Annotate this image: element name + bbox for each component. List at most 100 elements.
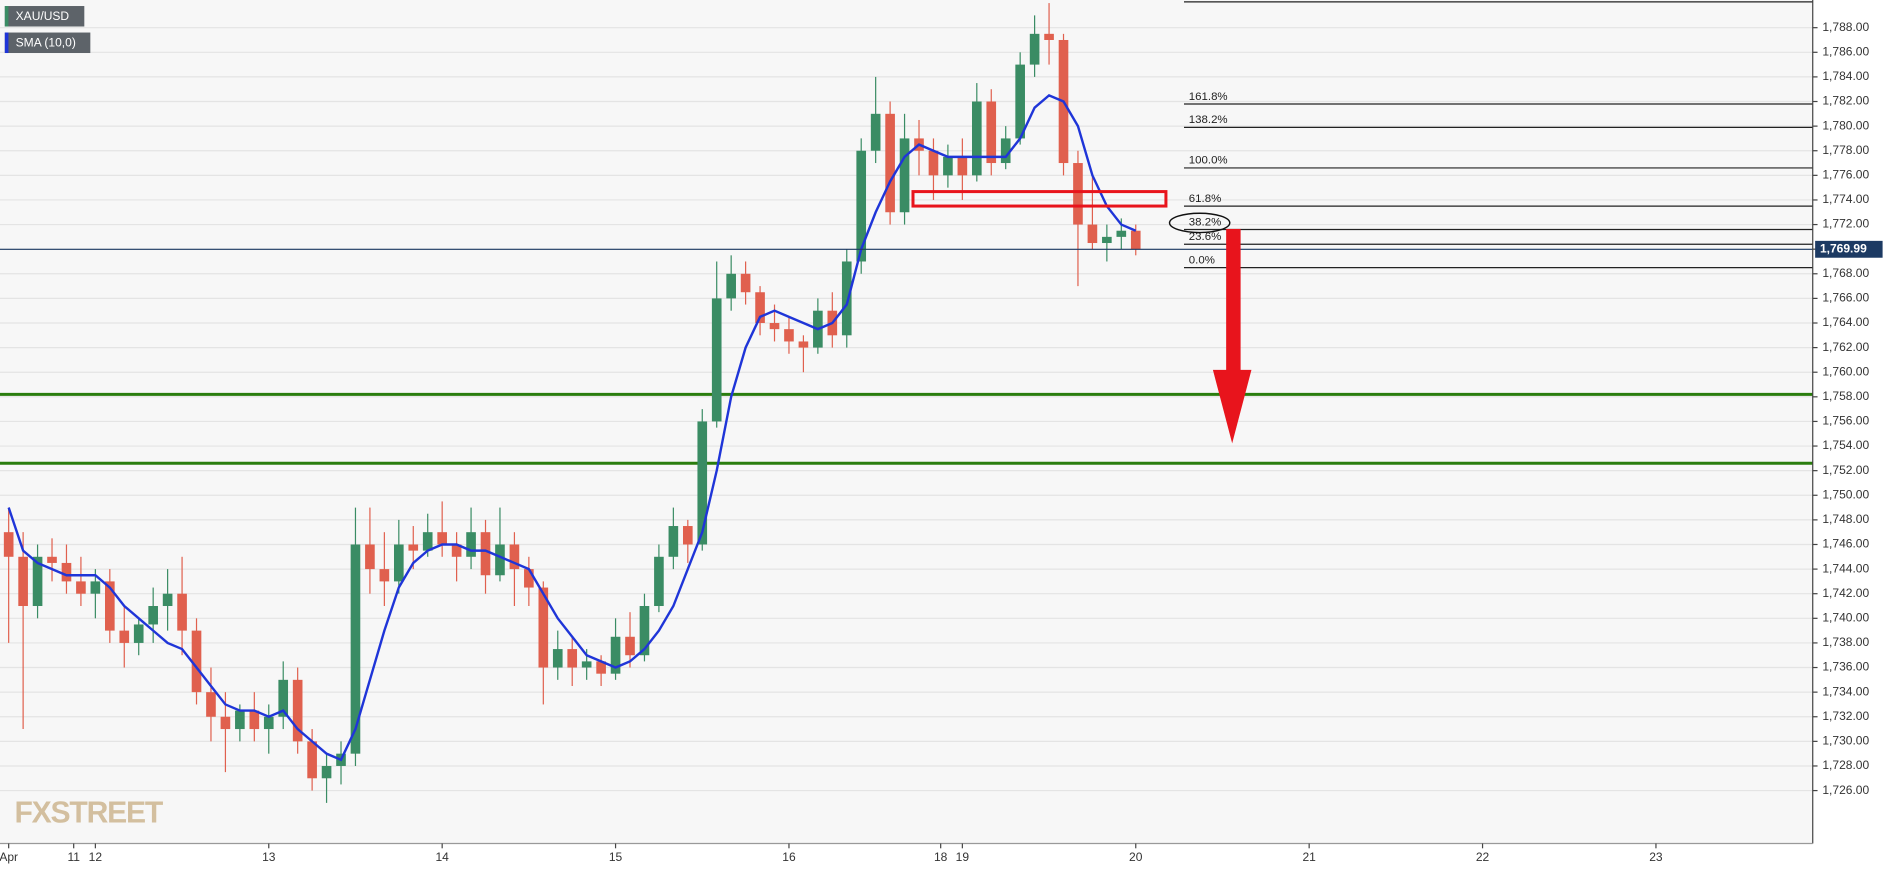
candle-body bbox=[191, 630, 202, 693]
y-tick-label: 1,778.00 bbox=[1822, 143, 1869, 157]
candle-body bbox=[1015, 64, 1025, 139]
y-tick-label: 1,760.00 bbox=[1822, 364, 1869, 378]
candle-body bbox=[943, 156, 953, 176]
candle-body bbox=[1116, 230, 1127, 237]
y-tick-label: 1,726.00 bbox=[1822, 783, 1869, 797]
watermark: FXSTREET bbox=[14, 797, 163, 830]
candle-body bbox=[610, 636, 621, 674]
axis-background bbox=[1812, 0, 1885, 870]
candle-body bbox=[1130, 230, 1141, 250]
legend-box bbox=[4, 6, 85, 27]
candle-body bbox=[567, 649, 578, 668]
candle-body bbox=[841, 261, 852, 336]
fib-highlight bbox=[1168, 212, 1231, 234]
y-tick-label: 1,762.00 bbox=[1822, 340, 1869, 354]
candle-body bbox=[278, 679, 289, 717]
legend-label: XAU/USD bbox=[16, 9, 70, 23]
candle-body bbox=[552, 649, 563, 668]
last-price-badge bbox=[1815, 240, 1883, 258]
x-tick-label: 11 bbox=[67, 850, 80, 864]
candle-body bbox=[220, 716, 231, 730]
y-tick-label: 1,766.00 bbox=[1822, 291, 1869, 305]
legend-swatch bbox=[4, 6, 9, 27]
y-tick-label: 1,750.00 bbox=[1822, 487, 1869, 501]
candle-body bbox=[524, 569, 534, 588]
candle-body bbox=[76, 581, 86, 594]
candle-body bbox=[3, 532, 14, 557]
y-tick-label: 1,746.00 bbox=[1822, 537, 1869, 551]
candle-body bbox=[177, 593, 187, 631]
x-tick-label: 19 bbox=[956, 850, 970, 864]
x-tick-label: 15 bbox=[609, 850, 623, 864]
candle-body bbox=[162, 593, 173, 607]
candle-body bbox=[451, 544, 462, 557]
y-tick-label: 1,754.00 bbox=[1822, 438, 1869, 452]
y-tick-label: 1,752.00 bbox=[1822, 463, 1869, 477]
y-tick-label: 1,728.00 bbox=[1822, 758, 1869, 772]
y-tick-label: 1,736.00 bbox=[1822, 660, 1869, 674]
candle-body bbox=[466, 532, 476, 557]
candle-body bbox=[986, 101, 997, 164]
candle-body bbox=[509, 544, 520, 570]
x-tick-label: 20 bbox=[1129, 850, 1143, 864]
y-tick-label: 1,776.00 bbox=[1822, 168, 1869, 182]
candle-body bbox=[784, 329, 794, 342]
candle-body bbox=[697, 421, 708, 545]
candle-body bbox=[292, 679, 303, 742]
overlay bbox=[0, 93, 1813, 762]
candle-body bbox=[480, 532, 491, 576]
x-tick-label: 18 bbox=[934, 850, 948, 864]
candle-body bbox=[105, 581, 115, 631]
candle-body bbox=[538, 587, 549, 668]
y-tick-label: 1,788.00 bbox=[1822, 20, 1869, 34]
fib-label: 161.8% bbox=[1189, 91, 1228, 103]
candle-body bbox=[668, 526, 679, 557]
x-tick-label: 23 bbox=[1649, 850, 1663, 864]
levels: 261.8% 161.8% 138.2% 100.0% 61.8% 38.2% 23.6% 0… bbox=[0, 0, 1813, 465]
y-tick-label: 1,784.00 bbox=[1822, 69, 1869, 83]
y-tick-label: 1,740.00 bbox=[1822, 610, 1869, 624]
y-tick-label: 1,764.00 bbox=[1822, 315, 1869, 329]
legend-label: SMA (10,0) bbox=[16, 36, 76, 50]
candle-body bbox=[625, 636, 635, 656]
y-tick-label: 1,758.00 bbox=[1822, 389, 1869, 403]
candle-body bbox=[422, 532, 433, 551]
last-price-label: 1,769.99 bbox=[1820, 241, 1867, 255]
y-tick-label: 1,780.00 bbox=[1822, 118, 1869, 132]
y-tick-label: 1,730.00 bbox=[1822, 734, 1869, 748]
candle-body bbox=[596, 661, 606, 674]
candle-body bbox=[90, 581, 101, 594]
candle-body bbox=[148, 606, 158, 625]
y-tick-label: 1,742.00 bbox=[1822, 586, 1869, 600]
candle-body bbox=[350, 544, 361, 754]
y-tick-label: 1,772.00 bbox=[1822, 217, 1869, 231]
candle-body bbox=[856, 150, 867, 262]
candle-body bbox=[119, 630, 130, 643]
x-tick-label: 14 bbox=[435, 850, 449, 864]
y-tick-label: 1,756.00 bbox=[1822, 414, 1869, 428]
x-tick-label: 12 bbox=[89, 850, 103, 864]
candle-body bbox=[755, 292, 765, 323]
candle-body bbox=[726, 273, 736, 299]
fib-label: 0.0% bbox=[1189, 254, 1215, 266]
x-tick-label: 16 bbox=[782, 850, 796, 864]
candle-body bbox=[379, 569, 390, 582]
candle-body bbox=[1073, 163, 1083, 225]
candle-body bbox=[899, 138, 910, 213]
arrow-shaft bbox=[1226, 228, 1241, 374]
candle-body bbox=[654, 556, 664, 607]
candle-body bbox=[928, 150, 939, 176]
x-tick-label: Apr bbox=[0, 850, 18, 864]
candle-body bbox=[1029, 33, 1040, 65]
candle-body bbox=[263, 716, 274, 730]
resistance-box bbox=[911, 190, 1168, 208]
fib-label: 61.8% bbox=[1189, 193, 1221, 205]
candle-body bbox=[393, 544, 404, 582]
fib-label: 138.2% bbox=[1189, 114, 1228, 126]
candle-body bbox=[47, 556, 57, 563]
candle-body bbox=[740, 273, 751, 293]
candle-body bbox=[1044, 33, 1054, 40]
candle-body bbox=[885, 113, 895, 213]
